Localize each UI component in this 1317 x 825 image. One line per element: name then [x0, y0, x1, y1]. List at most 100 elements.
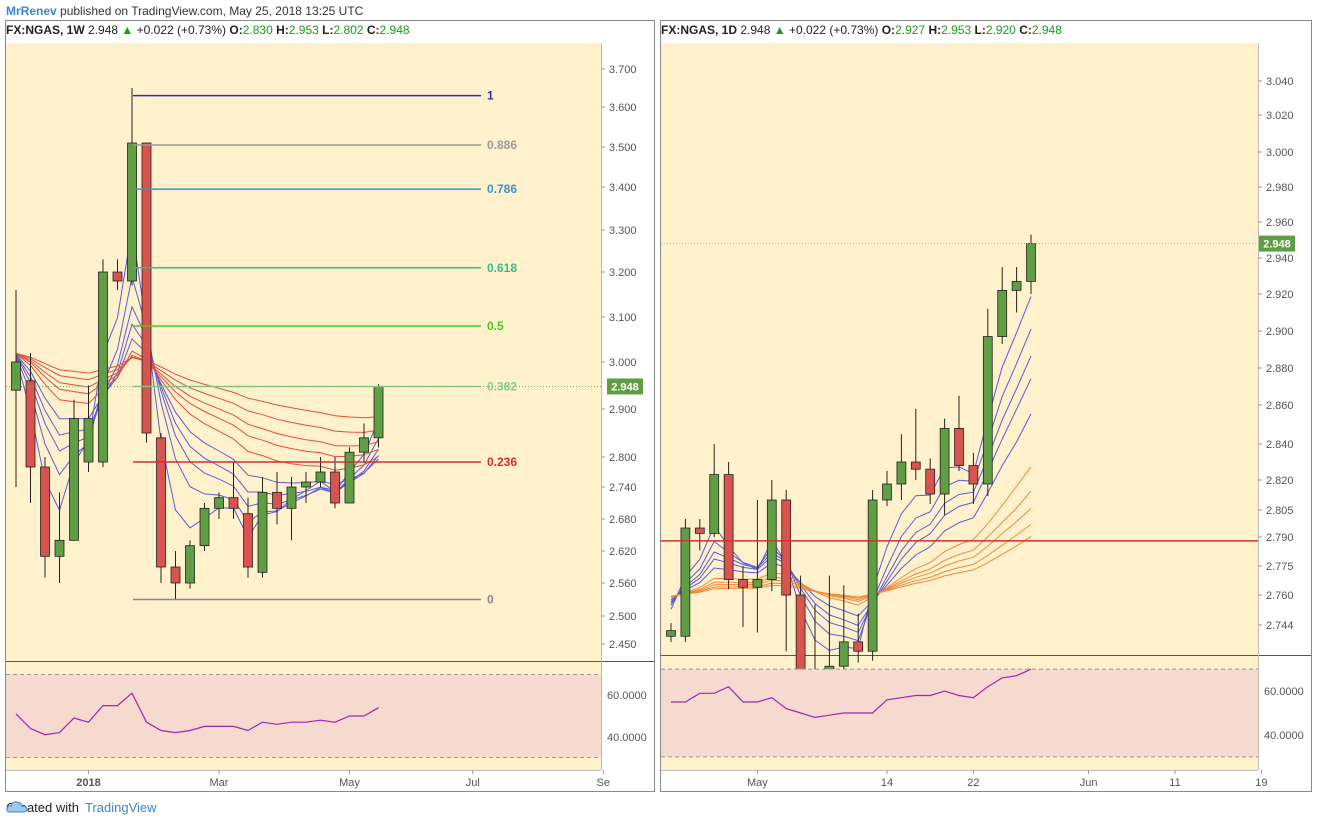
daily-ohlc-legend: FX:NGAS, 1D 2.948 ▲ +0.022 (+0.73%) O:2.…: [661, 23, 1062, 37]
x-tick-label: 22: [967, 777, 979, 789]
ma-line-red: [670, 490, 1032, 603]
y-tick-label: 2.820: [1266, 475, 1294, 487]
fib-level-label: 0.886: [487, 138, 517, 152]
candle-body: [272, 491, 282, 509]
y-tick-label: 3.700: [609, 64, 637, 76]
daily-chart-panel[interactable]: FX:NGAS, 1D 2.948 ▲ +0.022 (+0.73%) O:2.…: [660, 20, 1312, 792]
y-tick-label: 2.805: [1266, 505, 1294, 517]
y-tick-label: 2.775: [1266, 561, 1294, 573]
rsi-tick-label: 40.0000: [607, 732, 647, 744]
rsi-line: [15, 692, 379, 736]
y-tick-label: 2.680: [609, 514, 637, 526]
main-plot-background: [6, 43, 601, 661]
y-tick-label: 2.900: [609, 404, 637, 416]
y-tick-label: 2.790: [1266, 532, 1294, 544]
candle-body: [666, 630, 676, 637]
y-tick-label: 2.450: [609, 639, 637, 651]
candle-body: [867, 499, 878, 652]
footer: Created with TradingView: [6, 800, 157, 815]
candle-body: [257, 491, 268, 573]
candle-body: [156, 437, 166, 568]
main-plot-background: [661, 43, 1258, 655]
last-price-badge-text: 2.948: [1263, 239, 1291, 251]
weekly-chart-svg[interactable]: 2.450 2.500 2.560 2.620 2.680 2.740 2.800 2.900…: [6, 21, 654, 791]
ma-line-red: [15, 350, 379, 471]
weekly-up-arrow-icon: ▲: [121, 23, 134, 37]
weekly-symbol: FX:NGAS, 1W: [6, 23, 85, 37]
candle-body: [83, 418, 94, 463]
ma-line-red: [15, 353, 379, 458]
daily-open: 2.927: [895, 23, 926, 37]
y-tick-label: 2.940: [1266, 253, 1294, 265]
candle-body: [315, 471, 326, 483]
candle-body: [344, 451, 355, 504]
y-tick-label: 3.020: [1266, 110, 1294, 122]
candle-body: [968, 465, 979, 485]
daily-low: 2.920: [985, 23, 1016, 37]
y-tick-label: 2.920: [1266, 289, 1294, 301]
candle-body: [98, 271, 108, 463]
tradingview-link[interactable]: TradingView: [84, 800, 157, 815]
x-tick-label: Mar: [210, 777, 229, 789]
candle-body: [11, 361, 21, 391]
candle-body: [680, 527, 691, 637]
fib-level-label: 0.786: [487, 182, 517, 196]
fib-level-label: 0.5: [487, 319, 504, 333]
candle-body: [214, 497, 224, 509]
weekly-high: 2.953: [288, 23, 319, 37]
y-tick-label: 3.200: [609, 267, 637, 279]
y-tick-label: 3.600: [609, 102, 637, 114]
ma-line-red: [15, 353, 379, 447]
ma-line-red: [670, 523, 1032, 599]
candle-body: [243, 513, 253, 568]
daily-last: 2.948: [740, 23, 771, 37]
candle-body: [330, 471, 340, 504]
rsi-band: [6, 674, 601, 758]
last-price-badge: [1259, 235, 1295, 252]
publish-header: MrRenev published on TradingView.com, Ma…: [6, 4, 363, 18]
candle-body: [25, 380, 36, 468]
x-tick-label: Se: [597, 777, 610, 789]
candle-body: [373, 386, 384, 439]
ma-line-red: [670, 507, 1032, 601]
candle-body: [781, 499, 792, 596]
y-tick-label: 3.500: [609, 142, 637, 154]
daily-symbol: FX:NGAS, 1D: [661, 23, 738, 37]
author-link[interactable]: MrRenev: [6, 4, 57, 18]
candle-body: [709, 474, 720, 534]
candle-body: [795, 594, 806, 680]
candle-body: [1026, 243, 1036, 282]
candle-body: [286, 486, 297, 509]
y-tick-label: 2.760: [1266, 590, 1294, 602]
y-tick-label: 2.620: [609, 546, 637, 558]
weekly-ohlc-legend: FX:NGAS, 1W 2.948 ▲ +0.022 (+0.73%) O:2.…: [6, 23, 410, 37]
rsi-line: [671, 668, 1032, 719]
weekly-open: 2.830: [242, 23, 273, 37]
published-text: published on TradingView.com, May 25, 20…: [60, 4, 364, 18]
fib-level-label: 0: [487, 593, 494, 607]
weekly-close: 2.948: [379, 23, 410, 37]
ma-line-red: [15, 352, 379, 419]
y-tick-label: 3.300: [609, 225, 637, 237]
x-tick-label: Jun: [1080, 777, 1098, 789]
fib-level-label: 0.236: [487, 455, 517, 469]
daily-chart-svg[interactable]: 2.744 2.760 2.775 2.790 2.805 2.820 2.840 2.860…: [661, 21, 1311, 791]
candle-body: [112, 271, 123, 282]
candle-body: [954, 427, 964, 466]
x-tick-label: May: [339, 777, 360, 789]
candle-body: [54, 539, 65, 557]
y-tick-label: 2.980: [1266, 182, 1294, 194]
y-tick-label: 2.900: [1266, 326, 1294, 338]
daily-up-arrow-icon: ▲: [773, 23, 786, 37]
candle-body: [1011, 280, 1022, 291]
weekly-low: 2.802: [333, 23, 364, 37]
candle-body: [40, 466, 50, 557]
rsi-tick-label: 40.0000: [1264, 730, 1304, 742]
weekly-chart-panel[interactable]: FX:NGAS, 1W 2.948 ▲ +0.022 (+0.73%) O:2.…: [5, 20, 655, 792]
candle-body: [127, 142, 137, 282]
x-tick-label: 19: [1255, 777, 1267, 789]
candle-body: [838, 641, 849, 667]
candle-body: [359, 437, 369, 453]
y-tick-label: 2.800: [609, 452, 637, 464]
y-tick-label: 2.860: [1266, 400, 1294, 412]
